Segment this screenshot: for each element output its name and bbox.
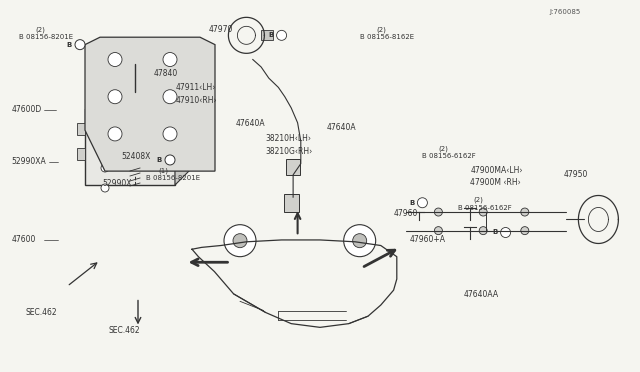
Text: B: B [67, 42, 72, 48]
Text: 47640A: 47640A [326, 123, 356, 132]
Circle shape [479, 208, 487, 216]
Text: 47911‹LH›: 47911‹LH› [176, 83, 216, 92]
Text: 47640AA: 47640AA [464, 291, 499, 299]
Circle shape [108, 52, 122, 67]
Bar [130, 73, 140, 87]
Circle shape [435, 227, 442, 235]
Circle shape [353, 234, 367, 248]
Polygon shape [85, 37, 215, 171]
Circle shape [165, 155, 175, 165]
Bar [77, 148, 85, 160]
Text: B 08156-8162E: B 08156-8162E [360, 34, 415, 40]
Circle shape [163, 52, 177, 67]
Circle shape [163, 90, 177, 104]
Text: B: B [268, 32, 274, 38]
Circle shape [521, 208, 529, 216]
Text: (2): (2) [474, 197, 483, 203]
Text: B 08156-8201E: B 08156-8201E [146, 175, 200, 181]
Bar [175, 114, 183, 126]
Bar [285, 194, 300, 212]
Text: 38210G‹RH›: 38210G‹RH› [266, 147, 313, 156]
Text: 47640A: 47640A [236, 119, 265, 128]
Bar [145, 73, 155, 87]
Text: 47600: 47600 [12, 235, 36, 244]
Text: B: B [492, 230, 498, 235]
Circle shape [75, 40, 85, 49]
Text: 47960+A: 47960+A [410, 235, 445, 244]
Text: 47900MA‹LH›: 47900MA‹LH› [470, 166, 523, 175]
Text: 38210H‹LH›: 38210H‹LH› [266, 134, 312, 143]
Text: SEC.462: SEC.462 [26, 308, 57, 317]
Text: B 08156-6162F: B 08156-6162F [458, 205, 511, 211]
Polygon shape [175, 92, 193, 185]
Text: 52990XA: 52990XA [12, 157, 46, 166]
Text: 47900M ‹RH›: 47900M ‹RH› [470, 178, 521, 187]
Bar [115, 73, 125, 87]
Text: SEC.462: SEC.462 [109, 326, 140, 335]
Text: 52990X: 52990X [102, 179, 132, 188]
Circle shape [101, 164, 109, 172]
Text: B 08156-8201E: B 08156-8201E [19, 34, 74, 40]
Bar [175, 139, 183, 151]
Circle shape [106, 154, 114, 162]
Text: (2): (2) [376, 26, 386, 33]
Circle shape [479, 227, 487, 235]
Circle shape [344, 225, 376, 257]
Circle shape [101, 184, 109, 192]
Text: 47950: 47950 [563, 170, 588, 179]
Circle shape [163, 127, 177, 141]
Text: (2): (2) [35, 26, 45, 33]
Circle shape [276, 31, 287, 40]
Text: 47600D: 47600D [12, 105, 42, 114]
Circle shape [435, 208, 442, 216]
Bar [286, 159, 300, 176]
Circle shape [224, 225, 256, 257]
Text: 47840: 47840 [154, 69, 178, 78]
Text: 47970: 47970 [209, 25, 233, 34]
Bar [85, 110, 175, 185]
Text: 52408X: 52408X [122, 153, 151, 161]
Text: B: B [157, 157, 162, 163]
Circle shape [233, 234, 247, 248]
Polygon shape [85, 92, 193, 110]
Circle shape [108, 90, 122, 104]
Text: (2): (2) [438, 145, 448, 152]
Circle shape [521, 227, 529, 235]
Text: 47960: 47960 [394, 209, 418, 218]
Text: (1): (1) [159, 167, 169, 174]
Bar [260, 31, 273, 40]
Circle shape [500, 228, 511, 237]
Text: 47910‹RH›: 47910‹RH› [176, 96, 218, 105]
Bar [77, 123, 85, 135]
Circle shape [417, 198, 428, 208]
Text: B: B [409, 200, 415, 206]
Circle shape [108, 127, 122, 141]
Text: J:760085: J:760085 [549, 9, 580, 15]
Text: B 08156-6162F: B 08156-6162F [422, 153, 476, 159]
